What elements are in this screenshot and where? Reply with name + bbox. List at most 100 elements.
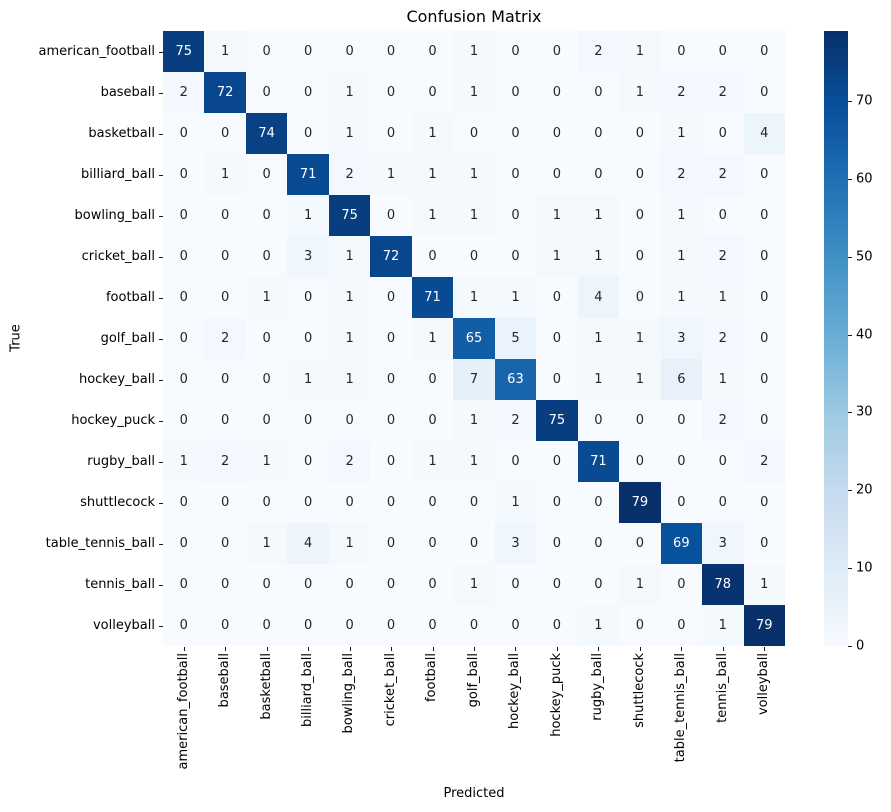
matrix-cell: 0 (536, 482, 578, 523)
matrix-cell: 0 (619, 113, 661, 154)
matrix-cell: 0 (660, 605, 703, 646)
matrix-cell: 1 (660, 113, 703, 154)
matrix-cell: 1 (287, 359, 329, 400)
matrix-cell: 0 (370, 277, 412, 318)
matrix-cell: 65 (453, 318, 495, 359)
matrix-cell: 1 (411, 318, 454, 359)
matrix-cell: 0 (453, 113, 495, 154)
matrix-cell: 0 (536, 277, 578, 318)
matrix-cell: 2 (660, 72, 703, 113)
matrix-cell: 2 (328, 441, 371, 482)
matrix-cell: 0 (619, 277, 661, 318)
matrix-cell: 0 (245, 195, 288, 236)
matrix-cell: 0 (370, 605, 412, 646)
matrix-cell: 0 (163, 482, 205, 523)
matrix-cell: 2 (204, 318, 246, 359)
matrix-cell: 1 (245, 277, 288, 318)
matrix-cell: 0 (411, 72, 454, 113)
y-axis-tick-labels: american_football baseball basketball billi… (0, 31, 155, 646)
x-tick-label-basketball: basketball (246, 653, 287, 785)
matrix-cell: 0 (163, 236, 205, 277)
x-tick-label-text: basketball (258, 653, 274, 720)
matrix-cell: 1 (453, 195, 495, 236)
matrix-cell: 0 (702, 31, 744, 72)
matrix-cell: 0 (660, 31, 703, 72)
matrix-cell: 1 (619, 318, 661, 359)
matrix-cell: 2 (204, 441, 246, 482)
matrix-cell: 1 (204, 154, 246, 195)
matrix-cell: 0 (287, 605, 329, 646)
matrix-cell: 0 (245, 31, 288, 72)
x-tick-label-bowling_ball: bowling_ball (329, 653, 370, 785)
y-tick-label-shuttlecock: shuttlecock (80, 495, 155, 510)
x-axis-title: Predicted (443, 786, 505, 801)
matrix-cell: 1 (577, 605, 620, 646)
matrix-cell: 69 (660, 523, 703, 564)
x-tick-label-text: table_tennis_ball (673, 653, 689, 763)
x-tick-label-text: shuttlecock (631, 653, 647, 728)
matrix-cell: 0 (411, 605, 454, 646)
matrix-cell: 0 (577, 564, 620, 605)
y-axis-tick-mark (159, 174, 163, 176)
matrix-cell: 0 (411, 236, 454, 277)
matrix-cell: 1 (163, 441, 205, 482)
matrix-cell: 0 (163, 113, 205, 154)
matrix-cell: 0 (577, 113, 620, 154)
y-tick-label-golf_ball: golf_ball (100, 331, 155, 346)
y-tick-label-basketball: basketball (88, 126, 155, 141)
matrix-cell: 0 (204, 605, 246, 646)
matrix-cell: 3 (660, 318, 703, 359)
matrix-cell: 0 (743, 31, 785, 72)
matrix-cell: 0 (536, 318, 578, 359)
matrix-cell: 2 (494, 400, 537, 441)
matrix-cell: 0 (619, 441, 661, 482)
x-tick-label-rugby_ball: rugby_ball (578, 653, 619, 785)
y-axis-tick-mark (159, 215, 163, 217)
matrix-cell: 2 (702, 72, 744, 113)
matrix-cell: 3 (287, 236, 329, 277)
matrix-cell: 1 (453, 72, 495, 113)
x-tick-label-american_football: american_football (163, 653, 204, 785)
colorbar-tick-mark (848, 334, 852, 336)
matrix-cell: 0 (287, 31, 329, 72)
matrix-cell: 0 (287, 113, 329, 154)
matrix-cell: 0 (370, 523, 412, 564)
matrix-cell: 0 (494, 564, 537, 605)
matrix-cell: 1 (453, 441, 495, 482)
colorbar (824, 31, 848, 646)
matrix-cell: 1 (453, 564, 495, 605)
matrix-cell: 0 (370, 441, 412, 482)
x-tick-label-football: football (412, 653, 453, 785)
matrix-cell: 1 (328, 318, 371, 359)
matrix-cell: 0 (536, 605, 578, 646)
x-tick-label-text: golf_ball (465, 653, 481, 708)
matrix-cell: 0 (163, 400, 205, 441)
colorbar-tick-label: 20 (856, 482, 873, 498)
matrix-cell: 0 (494, 72, 537, 113)
matrix-cell: 0 (370, 113, 412, 154)
y-tick-label-tennis_ball: tennis_ball (85, 577, 155, 592)
matrix-cell: 0 (577, 482, 620, 523)
matrix-cell: 0 (204, 523, 246, 564)
matrix-cell: 1 (660, 195, 703, 236)
x-axis-tick-mark (515, 647, 517, 651)
colorbar-tick-label: 40 (856, 327, 873, 343)
x-axis-tick-mark (598, 647, 600, 651)
matrix-cell: 0 (287, 564, 329, 605)
matrix-cell: 1 (453, 400, 495, 441)
matrix-cell: 1 (328, 523, 371, 564)
y-axis-tick-mark (159, 543, 163, 545)
colorbar-tick-mark (848, 412, 852, 414)
y-tick-label-table_tennis_ball: table_tennis_ball (45, 536, 155, 551)
matrix-cell: 2 (660, 154, 703, 195)
matrix-cell: 0 (245, 482, 288, 523)
matrix-cell: 63 (494, 359, 537, 400)
y-tick-label-rugby_ball: rugby_ball (87, 454, 155, 469)
matrix-cell: 1 (453, 154, 495, 195)
matrix-cell: 1 (577, 359, 620, 400)
colorbar-tick-mark (848, 101, 852, 103)
matrix-cell: 0 (453, 482, 495, 523)
x-tick-label-tennis_ball: tennis_ball (702, 653, 743, 785)
matrix-cell: 0 (411, 523, 454, 564)
colorbar-tick-mark (848, 568, 852, 570)
